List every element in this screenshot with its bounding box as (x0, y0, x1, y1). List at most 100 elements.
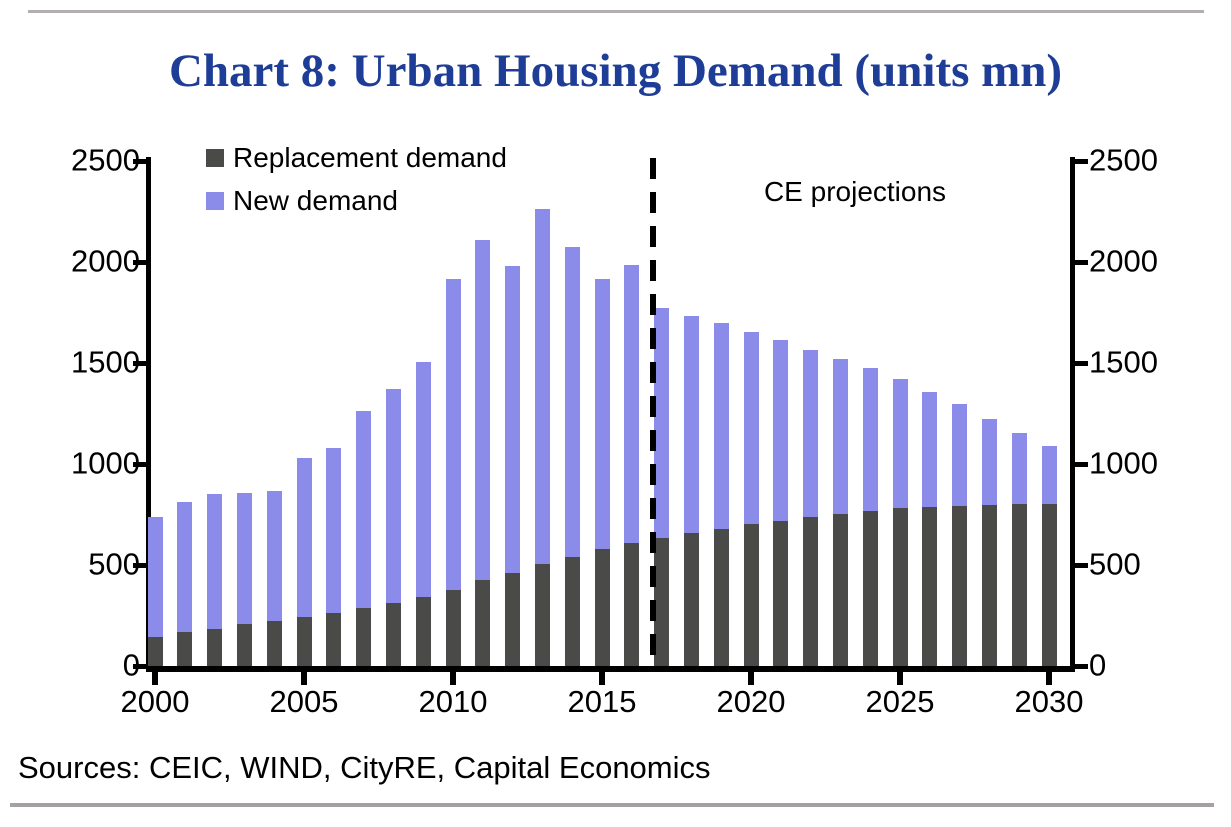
bar-segment-new-demand (385, 389, 401, 604)
bar-2009 (415, 361, 431, 666)
x-tick (748, 672, 754, 685)
bar-segment-new-demand (266, 491, 282, 621)
bar-segment-new-demand (564, 246, 580, 557)
bar-segment-replacement-demand (564, 556, 580, 666)
bar-segment-replacement-demand (683, 532, 699, 666)
ce-projections-annotation: CE projections (763, 176, 947, 207)
bar-segment-new-demand (534, 209, 550, 564)
bar-segment-new-demand (654, 308, 670, 538)
bar-2008 (385, 389, 401, 666)
y-tick-right (1074, 462, 1088, 467)
bottom-rule (10, 803, 1214, 807)
sources-text: Sources: CEIC, WIND, CityRE, Capital Eco… (18, 750, 711, 785)
y-tick-left (133, 563, 147, 568)
bar-2001 (177, 502, 193, 666)
bar-segment-replacement-demand (773, 520, 789, 666)
bar-2016 (624, 265, 640, 666)
legend-item-replacement-demand: Replacement demand (206, 136, 507, 179)
bar-segment-replacement-demand (326, 613, 342, 666)
bar-segment-new-demand (356, 411, 372, 609)
bar-segment-new-demand (773, 339, 789, 521)
bar-segment-replacement-demand (952, 506, 968, 666)
bar-segment-replacement-demand (713, 528, 729, 666)
bar-2021 (773, 339, 789, 666)
bar-segment-replacement-demand (385, 603, 401, 666)
y-tick-left (133, 159, 147, 164)
bar-2030 (1041, 445, 1057, 666)
y-axis-label-right: 2500 (1089, 142, 1158, 178)
bar-segment-replacement-demand (236, 623, 252, 666)
x-axis (146, 666, 1075, 672)
bar-segment-new-demand (1041, 445, 1057, 505)
bar-segment-replacement-demand (624, 542, 640, 666)
bar-2023 (832, 358, 848, 666)
bar-segment-replacement-demand (654, 537, 670, 666)
y-axis-label-right: 0 (1089, 647, 1107, 683)
x-tick (152, 672, 158, 685)
bar-2025 (892, 379, 908, 666)
y-tick-left (133, 260, 147, 265)
bar-segment-replacement-demand (1011, 504, 1027, 666)
y-axis-left (146, 157, 151, 672)
y-tick-right (1074, 563, 1088, 568)
bar-2018 (683, 315, 699, 666)
bar-2004 (266, 491, 282, 666)
bar-2028 (981, 418, 997, 666)
y-tick-left (133, 361, 147, 366)
bar-2013 (534, 209, 550, 666)
bar-segment-replacement-demand (892, 508, 908, 666)
y-axis-label-left: 500 (88, 546, 140, 582)
bar-segment-new-demand (981, 418, 997, 506)
bar-segment-replacement-demand (415, 597, 431, 666)
bar-2024 (862, 368, 878, 666)
x-tick (1046, 672, 1052, 685)
bar-2010 (445, 279, 461, 666)
bar-segment-new-demand (683, 315, 699, 533)
y-axis-label-left: 1000 (71, 445, 140, 481)
bar-segment-new-demand (415, 361, 431, 598)
bar-2026 (922, 392, 938, 666)
bar-2015 (594, 279, 610, 666)
bar-segment-replacement-demand (534, 563, 550, 666)
bar-segment-replacement-demand (862, 511, 878, 666)
y-tick-right (1074, 361, 1088, 366)
bar-segment-new-demand (445, 279, 461, 591)
y-tick-left (133, 462, 147, 467)
y-axis-label-right: 1500 (1089, 344, 1158, 380)
y-axis-label-left: 2000 (71, 243, 140, 279)
bar-segment-new-demand (505, 266, 521, 574)
legend-item-new-demand: New demand (206, 179, 507, 222)
legend-label-new-demand: New demand (233, 184, 398, 216)
bar-segment-new-demand (326, 447, 342, 614)
bar-2022 (803, 349, 819, 666)
bar-segment-new-demand (207, 494, 223, 629)
bar-2017 (654, 308, 670, 666)
y-axis-label-left: 2500 (71, 142, 140, 178)
bar-segment-replacement-demand (743, 523, 759, 666)
bar-2002 (207, 494, 223, 666)
y-axis-label-right: 1000 (1089, 445, 1158, 481)
bar-segment-replacement-demand (1041, 504, 1057, 666)
legend-swatch-new-demand (206, 191, 224, 210)
bar-segment-replacement-demand (207, 628, 223, 666)
bar-segment-replacement-demand (475, 580, 491, 666)
bar-2003 (236, 493, 252, 666)
bar-2019 (713, 322, 729, 666)
legend-label-replacement-demand: Replacement demand (233, 141, 507, 173)
bar-2011 (475, 239, 491, 666)
bar-2020 (743, 331, 759, 666)
x-axis-label: 2020 (716, 684, 786, 719)
bar-segment-new-demand (236, 493, 252, 624)
bar-segment-new-demand (803, 349, 819, 517)
bar-segment-new-demand (892, 379, 908, 509)
bar-2029 (1011, 432, 1027, 666)
bar-segment-new-demand (862, 368, 878, 512)
bar-segment-replacement-demand (177, 631, 193, 666)
legend-swatch-replacement-demand (206, 148, 224, 167)
y-axis-label-left: 1500 (71, 344, 140, 380)
projection-divider (649, 158, 656, 666)
bar-segment-new-demand (147, 516, 163, 637)
bar-segment-new-demand (624, 265, 640, 543)
y-axis-label-left: 0 (122, 647, 140, 683)
